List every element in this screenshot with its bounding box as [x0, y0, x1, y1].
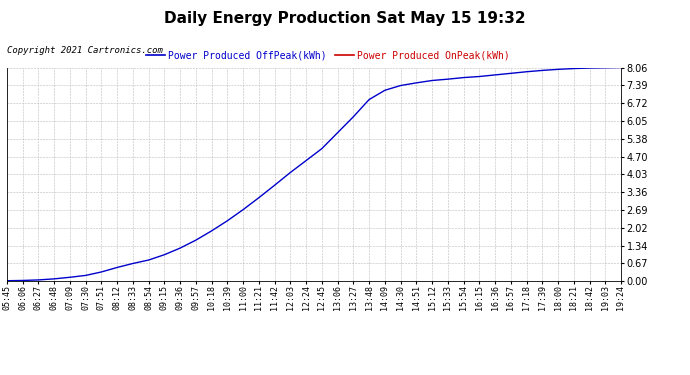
Text: Daily Energy Production Sat May 15 19:32: Daily Energy Production Sat May 15 19:32: [164, 11, 526, 26]
Legend: Power Produced OffPeak(kWh), Power Produced OnPeak(kWh): Power Produced OffPeak(kWh), Power Produ…: [142, 46, 513, 64]
Text: Copyright 2021 Cartronics.com: Copyright 2021 Cartronics.com: [7, 46, 163, 55]
